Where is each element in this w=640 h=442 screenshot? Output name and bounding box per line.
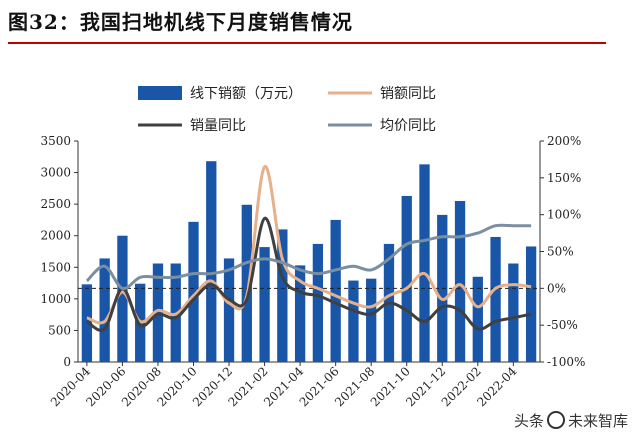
- right-tick-label: -100%: [547, 355, 585, 369]
- bar-2022-04: [508, 263, 519, 362]
- left-tick-label: 500: [48, 323, 71, 337]
- left-tick-label: 2000: [40, 229, 71, 243]
- right-tick-label: 200%: [547, 134, 581, 148]
- bar-2022-05: [525, 246, 537, 362]
- bar-2020-05: [99, 258, 110, 362]
- legend-label: 均价同比: [380, 118, 436, 134]
- bar-2021-02: [259, 247, 270, 362]
- bar-2021-04: [294, 265, 306, 362]
- camera-icon: [547, 411, 566, 429]
- bar-2021-05: [312, 243, 324, 362]
- legend-label: 销量同比: [190, 118, 246, 134]
- line-series-1: [86, 165, 532, 325]
- bar-2021-03: [277, 229, 288, 362]
- left-tick-label: 3500: [40, 134, 71, 148]
- left-tick-label: 2500: [40, 197, 71, 211]
- bar-2020-06: [117, 235, 128, 362]
- right-tick-label: 50%: [547, 245, 574, 259]
- bar-2021-08: [366, 278, 377, 362]
- right-tick-label: 150%: [547, 171, 581, 185]
- watermark-prefix: 头条: [514, 412, 545, 430]
- bar-2021-06: [330, 219, 341, 362]
- bar-2021-10: [401, 195, 412, 362]
- legend-swatch-bar: [138, 86, 182, 100]
- bar-2021-11: [419, 164, 430, 362]
- left-tick-label: 0: [63, 355, 71, 369]
- left-tick-label: 1000: [40, 292, 71, 306]
- bar-2020-11: [206, 161, 217, 362]
- watermark: 头条 未来智库: [514, 410, 628, 431]
- watermark-suffix: 未来智库: [568, 412, 629, 430]
- left-tick-label: 1500: [40, 260, 71, 274]
- line-series-3: [85, 223, 532, 290]
- bar-2020-10: [188, 221, 199, 362]
- bar-2021-07: [348, 280, 359, 362]
- right-tick-label: -50%: [547, 318, 578, 332]
- right-tick-label: 100%: [547, 208, 581, 222]
- x-tick-label: 2022-04: [474, 364, 519, 409]
- left-tick-label: 3000: [40, 166, 71, 180]
- chart-title: 图32：我国扫地机线下月度销售情况: [8, 10, 353, 34]
- legend-label: 销额同比: [380, 86, 436, 102]
- bar-2022-03: [490, 236, 501, 362]
- legend-label: 线下销额（万元）: [190, 86, 302, 102]
- bar-2022-01: [454, 200, 466, 362]
- bar-2021-01: [241, 204, 252, 362]
- bar-2022-02: [472, 276, 483, 362]
- line-series-2: [86, 216, 532, 332]
- title-divider: [8, 42, 606, 44]
- right-tick-label: 0%: [547, 281, 566, 295]
- bar-2020-12: [223, 258, 235, 362]
